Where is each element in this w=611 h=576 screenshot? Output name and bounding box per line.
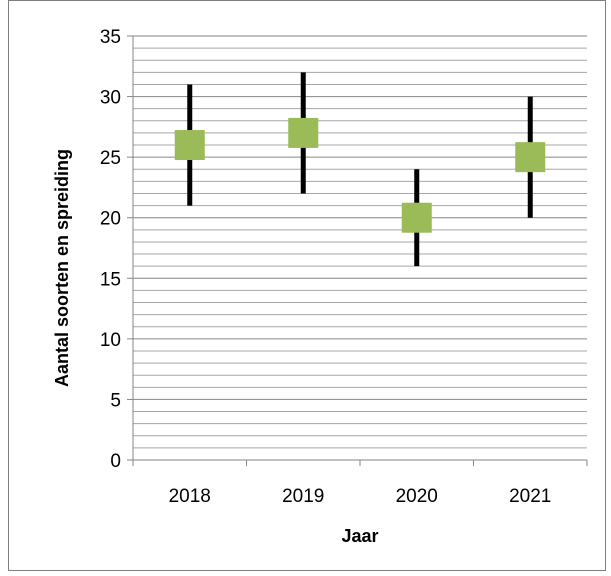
y-tick-label: 35 bbox=[100, 27, 121, 48]
x-tick-label: 2021 bbox=[509, 486, 551, 507]
y-tick-labels: 0 5 10 15 20 25 30 35 bbox=[100, 27, 121, 472]
x-axis-title: Jaar bbox=[341, 526, 378, 546]
y-tick-label: 10 bbox=[100, 330, 121, 351]
x-tick-label: 2019 bbox=[282, 486, 324, 507]
y-axis-title: Aantal soorten en spreiding bbox=[52, 149, 72, 387]
axes bbox=[127, 35, 588, 466]
data-markers bbox=[174, 117, 546, 233]
x-tick-label: 2018 bbox=[169, 486, 211, 507]
chart-frame bbox=[8, 0, 606, 571]
y-tick-label: 20 bbox=[100, 209, 121, 230]
y-tick-label: 15 bbox=[100, 269, 121, 290]
y-tick-label: 0 bbox=[110, 451, 121, 472]
y-tick-label: 30 bbox=[100, 88, 121, 109]
data-point bbox=[401, 202, 432, 233]
y-tick-label: 5 bbox=[110, 390, 121, 411]
x-tick-labels: 2018 2019 2020 2021 bbox=[169, 486, 552, 507]
x-tick-label: 2020 bbox=[396, 486, 438, 507]
data-point bbox=[288, 117, 319, 148]
data-point bbox=[515, 142, 546, 173]
data-point bbox=[174, 130, 205, 161]
y-tick-label: 25 bbox=[100, 148, 121, 169]
gridlines bbox=[133, 35, 587, 449]
